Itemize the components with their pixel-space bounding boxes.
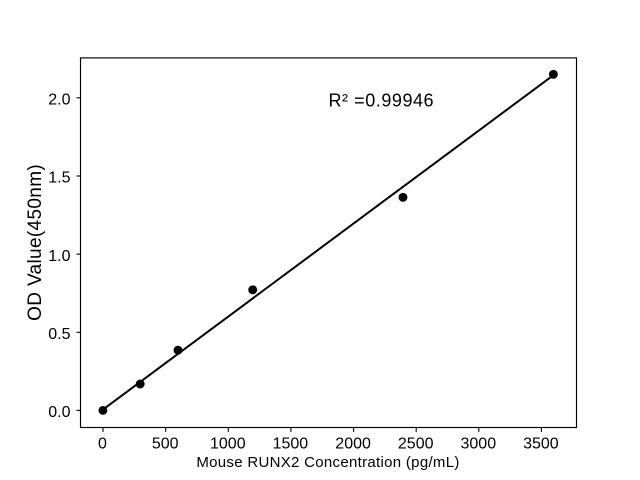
svg-text:1500: 1500	[273, 435, 309, 452]
svg-text:1.5: 1.5	[48, 170, 70, 187]
svg-text:2.0: 2.0	[48, 92, 70, 109]
svg-text:0.5: 0.5	[48, 326, 70, 343]
svg-text:0.0: 0.0	[48, 404, 70, 421]
svg-text:3000: 3000	[461, 435, 497, 452]
svg-text:500: 500	[152, 435, 179, 452]
svg-text:2500: 2500	[398, 435, 434, 452]
svg-text:1000: 1000	[210, 435, 246, 452]
svg-text:R² =0.99946: R² =0.99946	[329, 90, 435, 110]
svg-text:0: 0	[98, 435, 107, 452]
svg-text:2000: 2000	[335, 435, 371, 452]
svg-text:OD Value(450nm): OD Value(450nm)	[25, 164, 46, 321]
svg-text:Mouse RUNX2 Concentration (pg/: Mouse RUNX2 Concentration (pg/mL)	[196, 454, 459, 471]
svg-text:1.0: 1.0	[48, 248, 70, 265]
svg-text:3500: 3500	[523, 435, 559, 452]
